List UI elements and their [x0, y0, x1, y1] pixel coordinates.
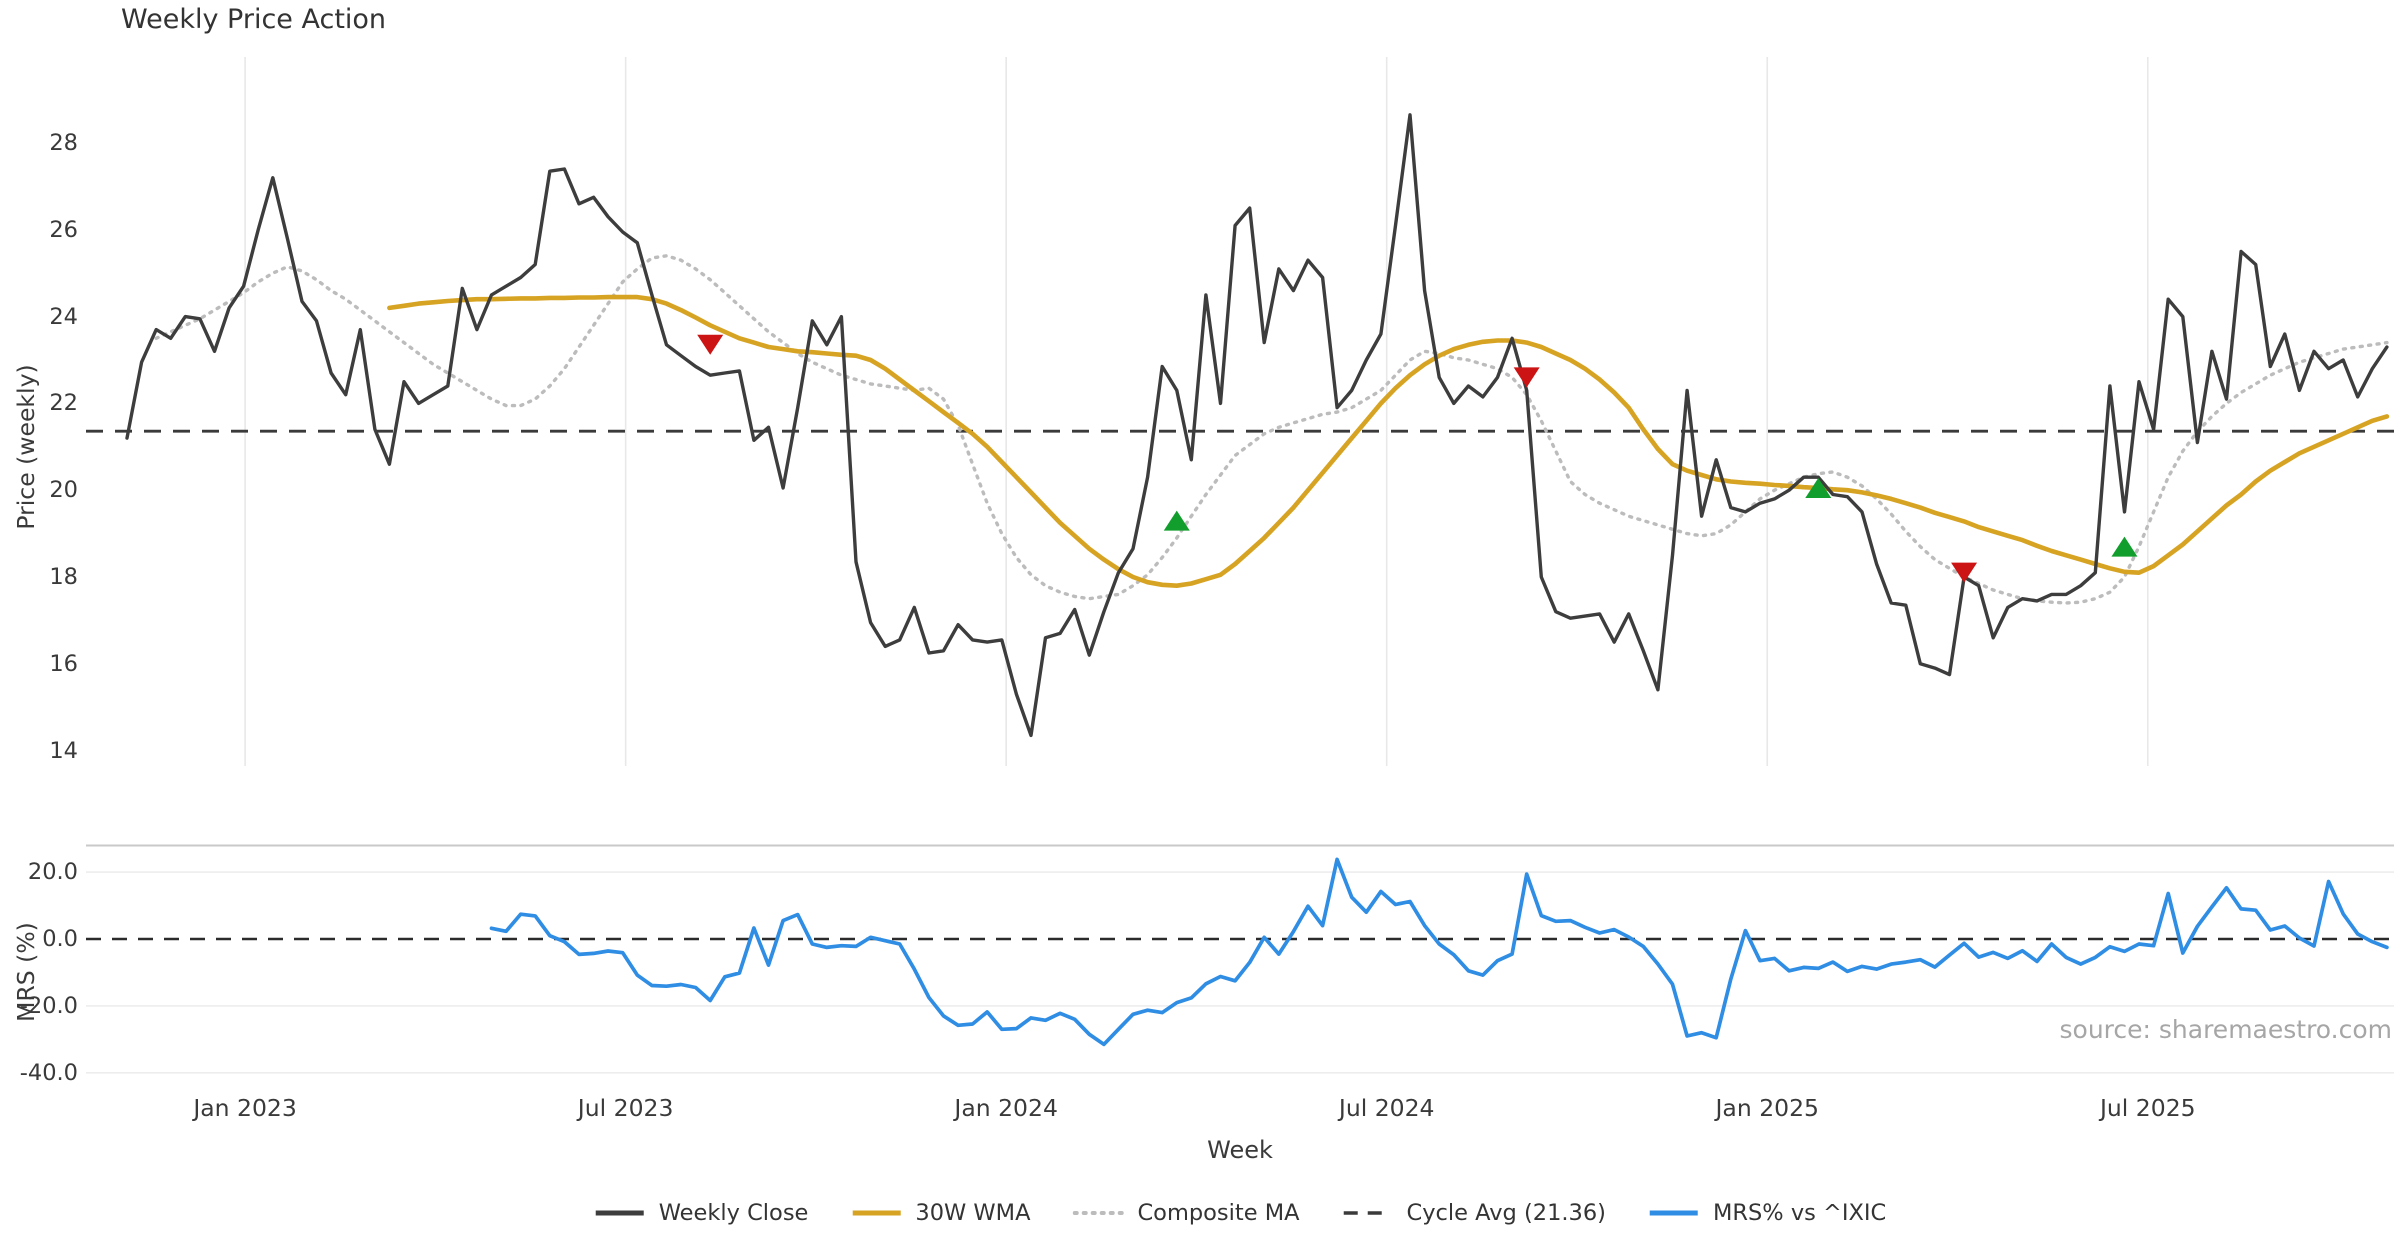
x-tick-Jan-2025: Jan 2025	[1715, 1094, 1820, 1122]
x-tick-Jul-2025: Jul 2025	[2099, 1094, 2196, 1122]
price-ytick-26: 26	[49, 216, 78, 243]
x-axis-title: Week	[1207, 1136, 1273, 1164]
price-ytick-20: 20	[49, 477, 78, 504]
sell-signal-marker	[1951, 562, 1978, 583]
buy-signal-marker	[1163, 510, 1190, 531]
sell-signal-marker	[1513, 367, 1540, 388]
price-ytick-16: 16	[49, 650, 78, 677]
legend-label: Cycle Avg (21.36)	[1406, 1200, 1606, 1226]
wma-30w-line	[387, 294, 2390, 588]
buy-signal-marker	[2111, 536, 2138, 557]
buy-signal-marker	[1805, 478, 1832, 499]
source-note: source: sharemaestro.com	[2059, 1015, 2393, 1044]
legend-item-30w-wma: 30W WMA	[850, 1200, 1030, 1226]
legend-swatch-dashed	[1343, 1211, 1392, 1215]
weekly-close-line	[125, 113, 2389, 738]
legend-item-composite-ma: Composite MA	[1072, 1200, 1300, 1226]
x-tick-Jan-2023: Jan 2023	[193, 1094, 297, 1122]
legend-label: Composite MA	[1137, 1200, 1300, 1226]
legend-swatch-dotted	[1072, 1211, 1125, 1215]
price-ytick-18: 18	[49, 564, 78, 590]
legend: Weekly Close 30W WMA Composite MA Cycle Avg…	[594, 1200, 1886, 1226]
x-tick-Jul-2024: Jul 2024	[1338, 1094, 1435, 1122]
legend-swatch-solid	[1649, 1210, 1698, 1216]
legend-label: 30W WMA	[915, 1200, 1031, 1226]
x-tick-Jul-2023: Jul 2023	[577, 1094, 674, 1122]
mrs-ytick--20.0: -20.0	[19, 992, 78, 1019]
composite-ma-line	[154, 254, 2389, 605]
mrs-ytick-0.0: 0.0	[42, 926, 78, 952]
mrs-ytick-20.0: 20.0	[27, 859, 78, 886]
sell-signal-marker	[697, 334, 724, 355]
price-ytick-24: 24	[49, 303, 78, 330]
legend-item-weekly-close: Weekly Close	[594, 1200, 809, 1226]
legend-item-mrs-vs-ixic: MRS% vs ^IXIC	[1648, 1200, 1886, 1226]
legend-label: Weekly Close	[658, 1200, 809, 1226]
mrs-line	[489, 857, 2389, 1047]
price-ytick-22: 22	[49, 390, 78, 417]
chart-title: Weekly Price Action	[121, 4, 387, 35]
legend-item-cycle-avg-21-36-: Cycle Avg (21.36)	[1342, 1200, 1606, 1226]
price-ytick-28: 28	[49, 130, 78, 156]
legend-swatch-solid	[595, 1210, 644, 1216]
mrs-ytick--40.0: -40.0	[19, 1059, 78, 1086]
x-tick-Jan-2024: Jan 2024	[954, 1094, 1058, 1122]
legend-label: MRS% vs ^IXIC	[1712, 1200, 1887, 1226]
legend-swatch-solid	[852, 1210, 901, 1216]
price-ytick-14: 14	[49, 737, 78, 764]
